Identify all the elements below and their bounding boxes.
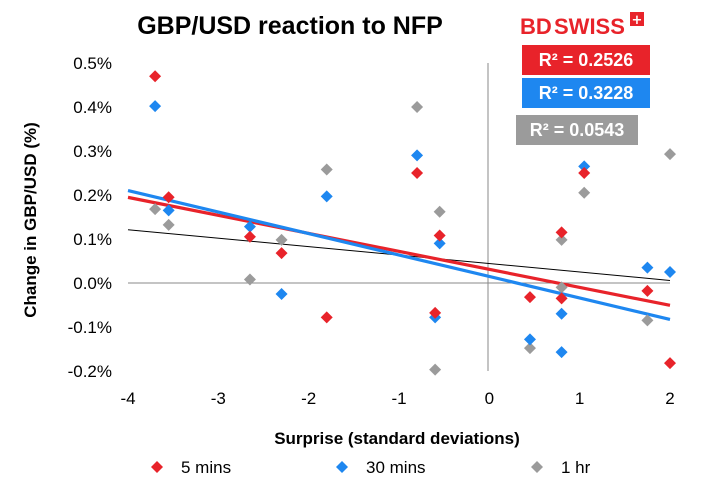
point-5-mins [523,291,536,304]
brand-logo: BD SWISS + [520,12,644,39]
r2-badge-text: R² = 0.2526 [539,50,634,70]
point-1-hr [523,342,536,355]
point-30-mins [578,160,591,173]
legend-label: 30 mins [366,458,426,477]
x-tick-label: -2 [301,389,316,408]
y-tick-label: 0.0% [73,274,112,293]
r2-badge-background [522,45,650,75]
legend: 5 mins 30 mins 1 hr [151,458,591,477]
y-tick-label: 0.4% [73,98,112,117]
y-axis-label: Change in GBP/USD (%) [21,122,40,318]
point-1-hr [411,101,424,113]
x-axis-label: Surprise (standard deviations) [274,429,520,448]
r2-badge-text: R² = 0.3228 [539,83,634,103]
point-5-mins [149,70,162,83]
trendline-5-mins [127,195,671,307]
point-5-mins [433,229,446,242]
x-tick-label: 2 [665,389,674,408]
r-squared-badges: R² = 0.2526 R² = 0.3228 R² = 0.0543 [516,45,650,145]
x-tick-label: -3 [211,389,226,408]
x-tick-label: -4 [120,389,135,408]
chart-title: GBP/USD reaction to NFP [137,12,443,40]
r2-badge-5-mins: R² = 0.2526 [522,45,650,75]
point-5-mins [555,292,568,305]
r2-badge-text: R² = 0.0543 [530,120,625,140]
r2-badge-1-hr: R² = 0.0543 [516,115,638,145]
trendline-30-mins [127,189,671,321]
point-1-hr [149,203,162,216]
y-tick-label: -0.1% [68,318,112,337]
point-5-mins [411,167,424,179]
point-5-mins [578,167,591,179]
brand-logo-mark [630,12,644,26]
point-30-mins [523,333,536,346]
legend-label: 5 mins [181,458,231,477]
point-30-mins [320,190,333,203]
point-1-hr [578,186,591,199]
x-tick-labels: -4 -3 -2 -1 0 1 2 [120,389,674,408]
point-30-mins [149,100,162,113]
point-1-hr [429,363,442,376]
point-5-mins [243,230,256,243]
x-tick-label: -1 [391,389,406,408]
x-tick-label: 0 [485,389,494,408]
r2-badge-background [516,115,638,145]
point-30-mins [275,288,288,300]
point-30-mins [664,266,676,278]
point-5-mins [162,191,175,204]
legend-marker-5-mins [151,461,163,473]
r2-badge-background [522,78,650,108]
point-30-mins [555,346,568,359]
point-1-hr [243,273,256,286]
point-1-hr [555,281,568,294]
point-5-mins [320,311,333,324]
point-30-mins [433,237,446,250]
y-tick-label: 0.2% [73,186,112,205]
legend-marker-30-mins [336,461,348,473]
point-1-hr [433,205,446,218]
y-tick-label: 0.1% [73,230,112,249]
y-tick-label: 0.5% [73,54,112,73]
y-tick-label: 0.3% [73,142,112,161]
y-tick-label: -0.2% [68,362,112,381]
point-5-mins [555,226,568,239]
data-points [149,70,676,376]
point-1-hr [664,148,676,161]
brand-logo-text-swiss: SWISS [554,14,625,39]
point-1-hr [641,314,654,327]
point-30-mins [162,204,175,217]
point-1-hr [162,218,175,231]
legend-label: 1 hr [561,458,591,477]
point-5-mins [429,306,442,319]
point-5-mins [664,357,676,370]
point-1-hr [320,163,333,176]
y-tick-labels: -0.2% -0.1% 0.0% 0.1% 0.2% 0.3% 0.4% 0.5% [68,54,112,381]
brand-logo-plus-icon: + [632,13,643,28]
point-30-mins [641,261,654,274]
point-30-mins [243,220,256,233]
point-5-mins [275,247,288,260]
point-5-mins [641,284,654,297]
point-30-mins [555,307,568,320]
r2-badge-30-mins: R² = 0.3228 [522,78,650,108]
legend-marker-1-hr [531,461,543,473]
point-1-hr [555,233,568,246]
x-tick-label: 1 [575,389,584,408]
point-30-mins [411,149,424,162]
brand-logo-text-bd: BD [520,14,552,39]
point-1-hr [275,233,288,246]
trendlines [127,189,671,321]
